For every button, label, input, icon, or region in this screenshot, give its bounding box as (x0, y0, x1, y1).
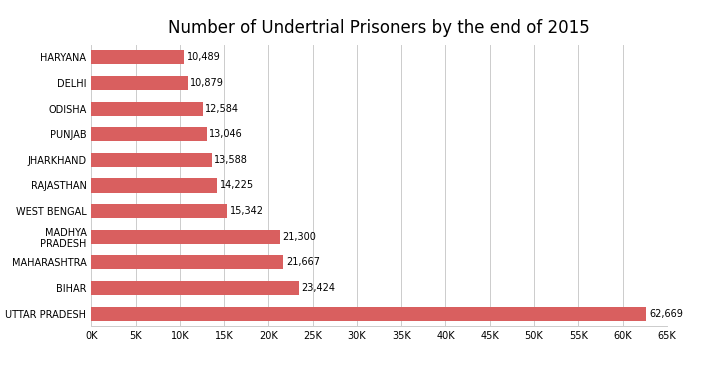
Text: 21,300: 21,300 (282, 232, 317, 242)
Bar (91, 102, 203, 116)
Text: 62,669: 62,669 (649, 309, 683, 319)
Text: 12,584: 12,584 (206, 104, 239, 114)
Text: 13,588: 13,588 (214, 155, 248, 165)
Bar (91, 127, 207, 141)
Text: 10,489: 10,489 (187, 52, 220, 62)
Text: 10,879: 10,879 (190, 78, 224, 88)
Title: Number of Undertrial Prisoners by the end of 2015: Number of Undertrial Prisoners by the en… (168, 19, 590, 37)
Bar (91, 50, 184, 65)
Bar (91, 204, 227, 218)
Text: 13,046: 13,046 (209, 129, 243, 139)
Text: 14,225: 14,225 (220, 181, 254, 190)
Text: 15,342: 15,342 (230, 206, 264, 216)
Text: 21,667: 21,667 (286, 257, 320, 267)
Text: 23,424: 23,424 (301, 283, 336, 293)
Bar (91, 178, 217, 193)
Bar (91, 255, 283, 269)
Bar (91, 230, 280, 244)
Bar (91, 281, 299, 295)
Bar (91, 76, 187, 90)
Bar (91, 306, 647, 321)
Bar (91, 153, 211, 167)
